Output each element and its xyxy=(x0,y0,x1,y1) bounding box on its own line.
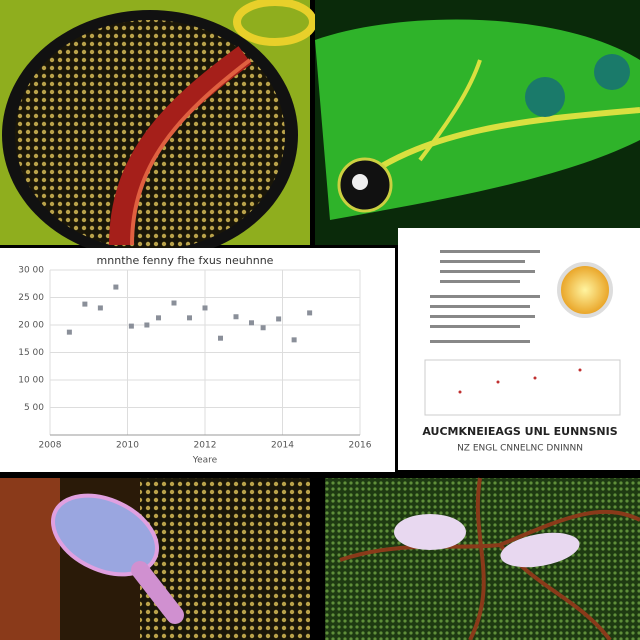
y-tick-label: 5 00 xyxy=(24,403,44,413)
y-tick-label: 10 00 xyxy=(18,376,44,386)
panel-tool xyxy=(0,478,310,640)
point xyxy=(156,315,161,321)
point xyxy=(218,335,223,341)
point xyxy=(307,310,313,316)
point xyxy=(276,316,282,322)
panel-veins xyxy=(325,477,640,640)
x-tick-label: 2008 xyxy=(39,441,62,451)
x-axis-label: Yeare xyxy=(192,456,218,466)
point xyxy=(128,323,134,329)
y-tick-label: 20 00 xyxy=(18,321,44,331)
point xyxy=(260,325,266,331)
x-tick-label: 2016 xyxy=(349,441,372,451)
doc-heading: AUCMKNEIEAGS UNL EUNNSNIS xyxy=(422,425,617,438)
point xyxy=(291,337,297,343)
panel-frog xyxy=(315,0,640,245)
chart-title: mnnthe fenny fhe fxus neuhnne xyxy=(97,254,274,267)
y-tick-label: 15 00 xyxy=(18,348,44,358)
x-tick-label: 2014 xyxy=(271,441,294,451)
document-panel: AUCMKNEIEAGS UNL EUNNSNIS NZ ENGL CNNELN… xyxy=(398,228,640,470)
point xyxy=(249,320,254,326)
point xyxy=(187,315,192,321)
doc-subheading: NZ ENGL CNNELNC DNINNN xyxy=(457,444,583,454)
point xyxy=(233,314,239,320)
point xyxy=(144,322,150,328)
y-tick-label: 30 00 xyxy=(18,266,44,276)
point xyxy=(113,284,119,290)
x-tick-label: 2012 xyxy=(194,441,217,451)
y-tick-label: 25 00 xyxy=(18,293,44,303)
point xyxy=(171,300,177,306)
point xyxy=(82,301,88,307)
point xyxy=(97,305,103,311)
point xyxy=(66,329,72,335)
chart-panel: mnnthe fenny fhe fxus neuhnne Yeare 5 00… xyxy=(0,248,395,472)
panel-sphere xyxy=(0,0,317,260)
x-tick-label: 2010 xyxy=(116,441,139,451)
point xyxy=(202,305,208,311)
